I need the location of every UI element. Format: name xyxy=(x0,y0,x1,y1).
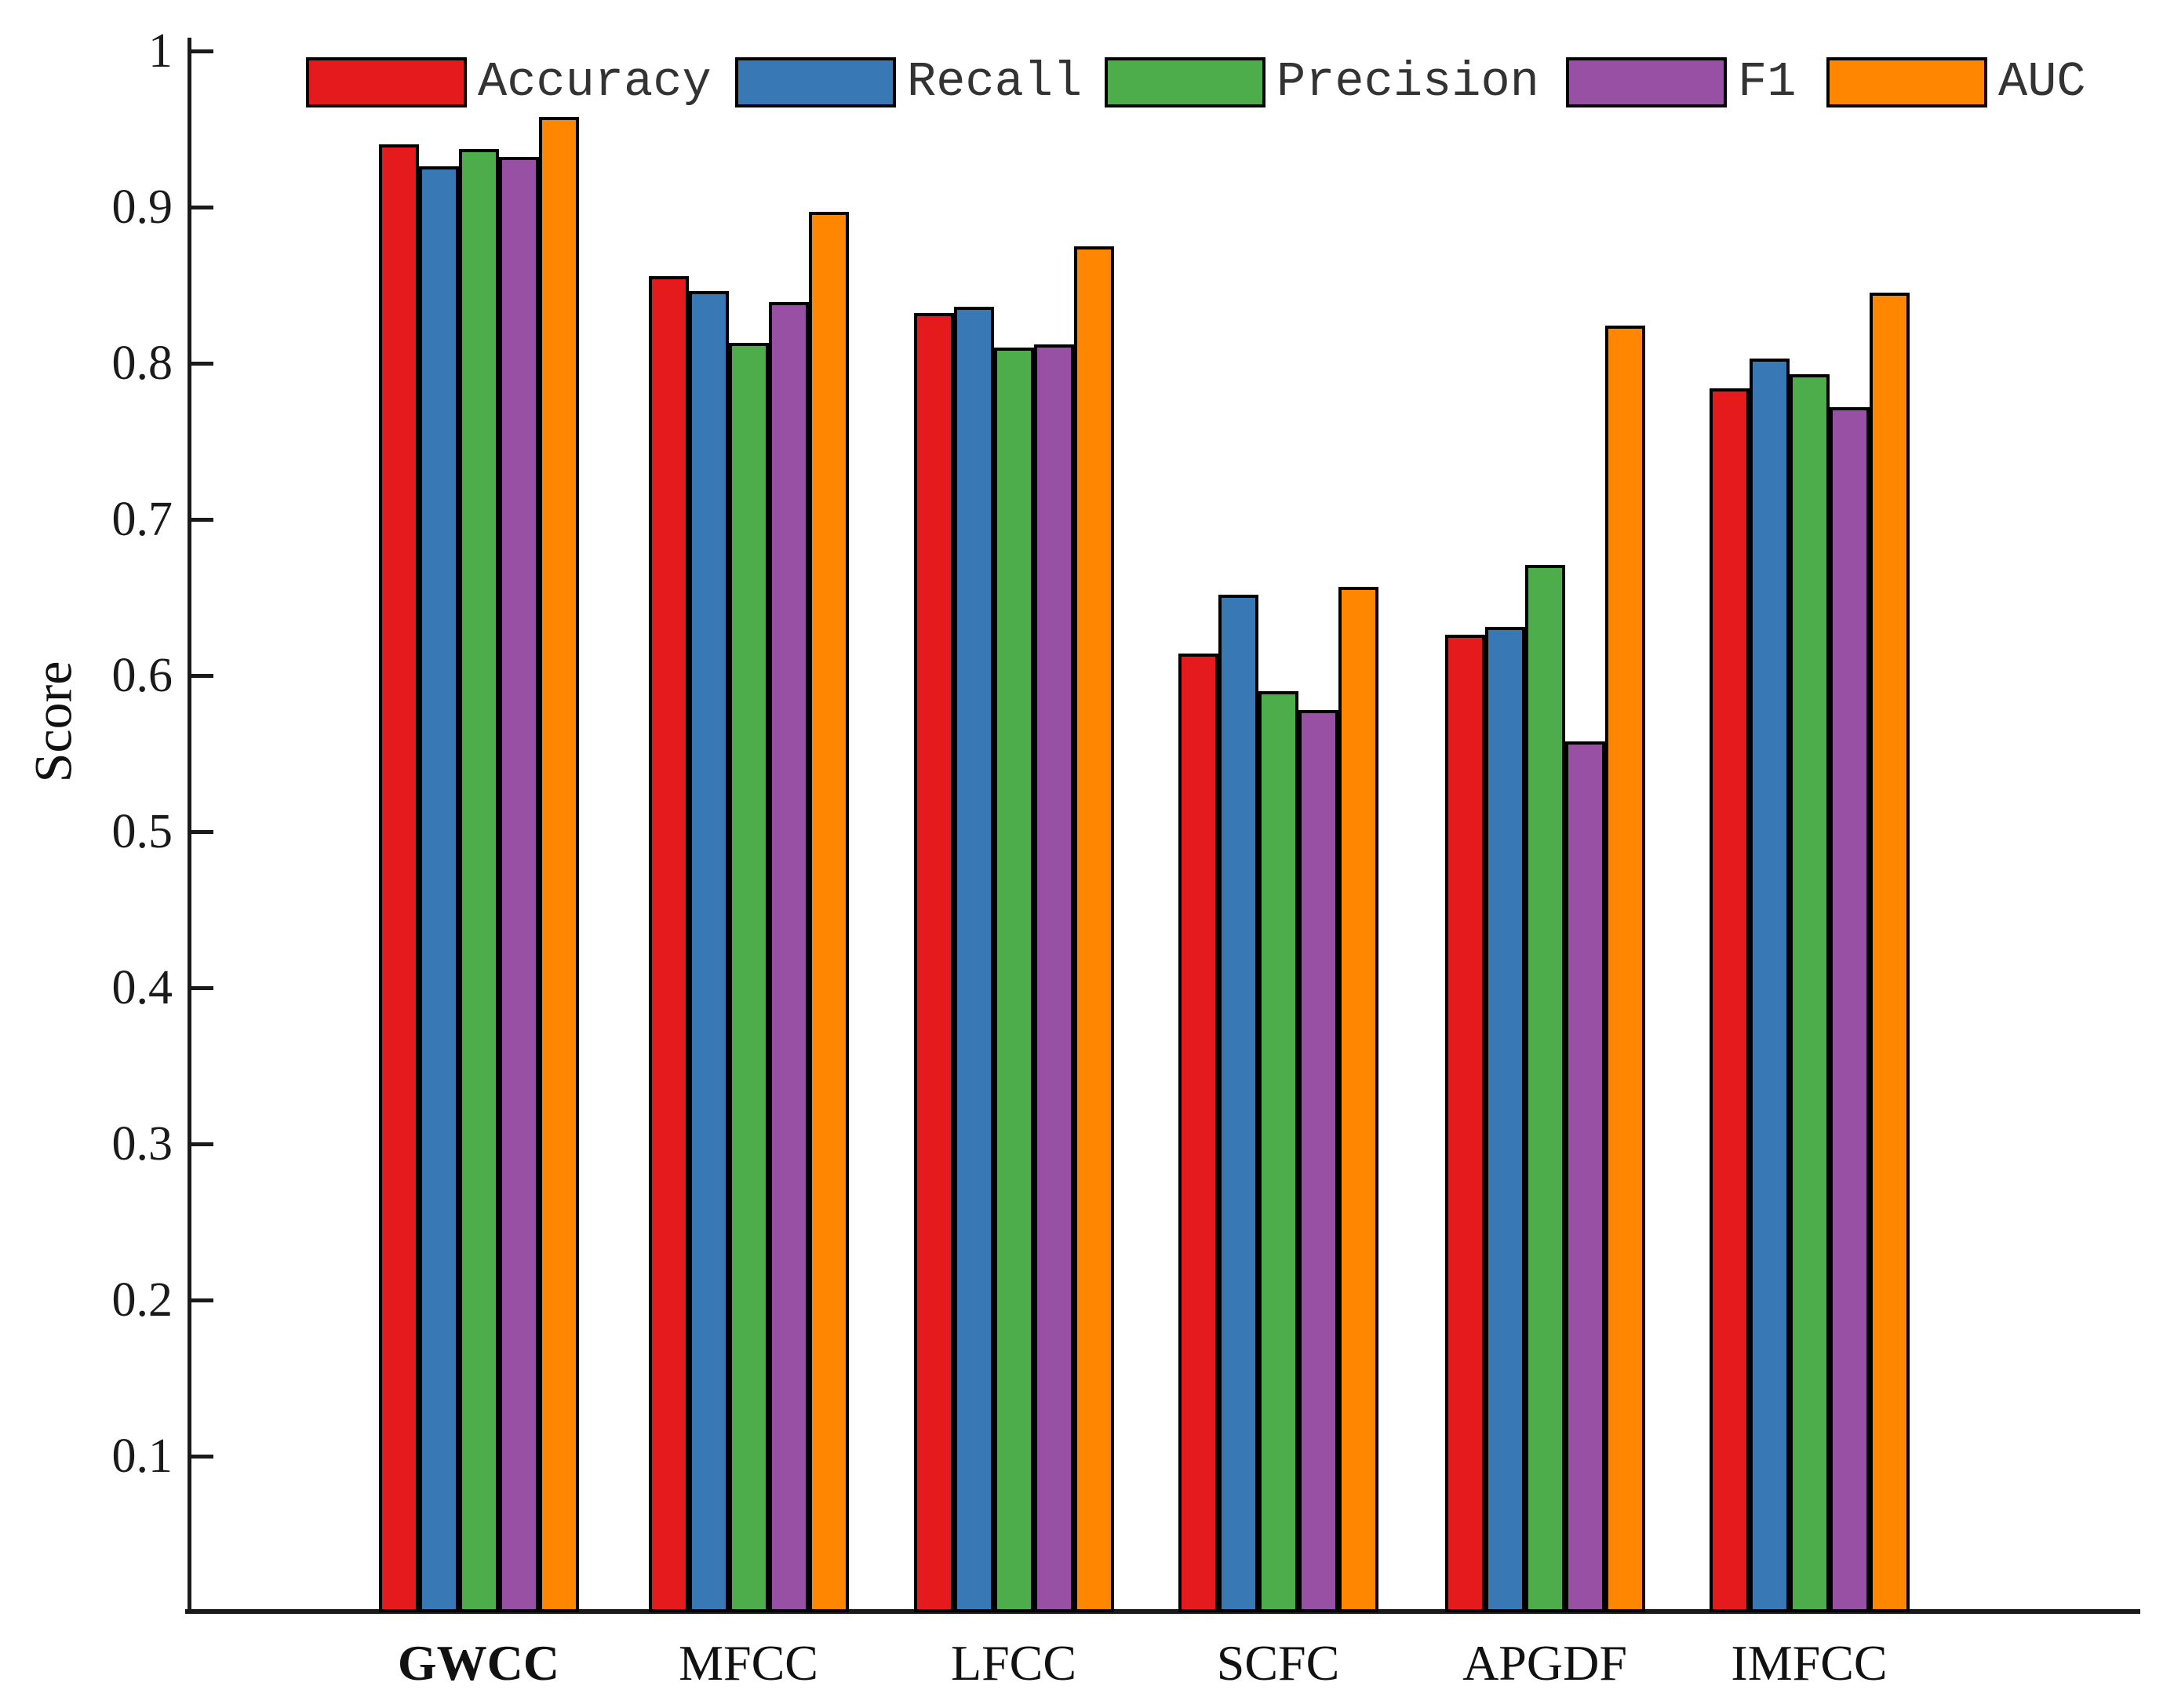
y-tick-mark-0.5 xyxy=(191,830,213,834)
y-tick-mark-0.7 xyxy=(191,518,213,522)
x-tick-label-mfcc: MFCC xyxy=(679,1635,818,1691)
x-tick-label-scfc: SCFC xyxy=(1216,1635,1340,1691)
bar-mfcc-accuracy xyxy=(649,276,689,1612)
bar-lfcc-accuracy xyxy=(914,313,954,1612)
legend-label-recall: Recall xyxy=(907,54,1083,110)
bar-gwcc-precision xyxy=(459,149,499,1612)
y-tick-mark-0.4 xyxy=(191,986,213,990)
legend-swatch-accuracy xyxy=(306,57,467,107)
bar-mfcc-recall xyxy=(689,291,729,1612)
y-tick-label: 0.4 xyxy=(111,961,173,1014)
y-tick-label: 0.8 xyxy=(111,337,173,390)
y-tick-label: 0.5 xyxy=(111,805,173,858)
legend-label-f1: F1 xyxy=(1738,54,1797,110)
legend-swatch-precision xyxy=(1105,57,1265,107)
y-tick-mark-0.8 xyxy=(191,362,213,366)
legend-swatch-auc xyxy=(1826,57,1987,107)
x-tick-label-lfcc: LFCC xyxy=(950,1635,1077,1691)
x-axis-line xyxy=(185,1609,2140,1614)
y-tick-label: 0.6 xyxy=(111,649,173,702)
y-tick-mark-0.1 xyxy=(191,1455,213,1459)
bar-mfcc-auc xyxy=(809,212,849,1612)
x-tick-label-imfcc: IMFCC xyxy=(1731,1635,1888,1691)
y-tick-mark-0.9 xyxy=(191,206,213,209)
y-tick-mark-1 xyxy=(191,49,213,53)
y-tick-label: 0.3 xyxy=(111,1117,173,1171)
y-tick-label: 0.9 xyxy=(111,180,173,234)
bar-imfcc-recall xyxy=(1750,359,1790,1612)
legend-swatch-recall xyxy=(735,57,896,107)
y-tick-label: 0.2 xyxy=(111,1273,173,1327)
bar-imfcc-accuracy xyxy=(1710,388,1750,1612)
bar-scfc-f1 xyxy=(1298,710,1338,1612)
bar-imfcc-auc xyxy=(1870,293,1910,1612)
bar-scfc-recall xyxy=(1218,595,1258,1612)
bar-lfcc-auc xyxy=(1074,246,1114,1612)
bar-lfcc-precision xyxy=(994,348,1034,1612)
bar-scfc-accuracy xyxy=(1178,654,1218,1612)
y-tick-mark-0.6 xyxy=(191,674,213,678)
y-axis-line xyxy=(188,38,191,1612)
y-tick-label: 0.7 xyxy=(111,493,173,546)
y-tick-label: 1 xyxy=(148,24,173,78)
bar-gwcc-auc xyxy=(539,117,579,1612)
legend-label-precision: Precision xyxy=(1276,54,1539,110)
y-tick-label: 0.1 xyxy=(111,1429,173,1483)
bar-apgdf-f1 xyxy=(1565,741,1605,1612)
legend-swatch-f1 xyxy=(1566,57,1727,107)
bar-apgdf-accuracy xyxy=(1445,635,1485,1612)
bar-scfc-auc xyxy=(1338,587,1378,1612)
bar-imfcc-precision xyxy=(1790,374,1830,1612)
bar-apgdf-recall xyxy=(1485,627,1525,1612)
x-tick-label-apgdf: APGDF xyxy=(1462,1635,1627,1691)
bar-gwcc-f1 xyxy=(499,157,539,1612)
bar-gwcc-accuracy xyxy=(379,144,419,1612)
bar-gwcc-recall xyxy=(419,166,459,1612)
y-tick-mark-0.2 xyxy=(191,1298,213,1302)
legend-label-auc: AUC xyxy=(1998,54,2086,110)
bar-lfcc-recall xyxy=(954,307,994,1612)
bar-mfcc-f1 xyxy=(769,302,809,1612)
bar-mfcc-precision xyxy=(729,343,769,1612)
bar-apgdf-precision xyxy=(1525,565,1565,1612)
y-tick-mark-0.3 xyxy=(191,1142,213,1146)
x-tick-label-gwcc: GWCC xyxy=(397,1635,560,1691)
bar-scfc-precision xyxy=(1258,691,1298,1612)
legend-label-accuracy: Accuracy xyxy=(478,54,712,110)
bar-apgdf-auc xyxy=(1605,326,1645,1612)
bar-lfcc-f1 xyxy=(1034,344,1074,1612)
bar-imfcc-f1 xyxy=(1830,407,1870,1612)
